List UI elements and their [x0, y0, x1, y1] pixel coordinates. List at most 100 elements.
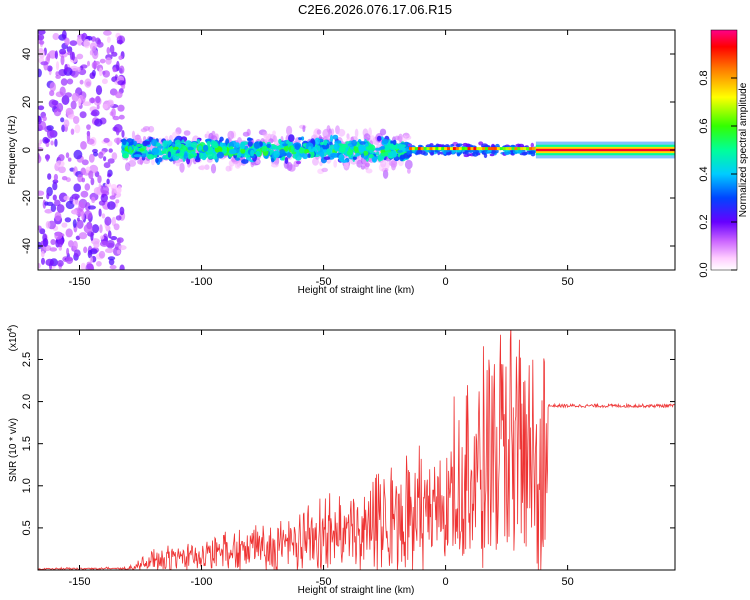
spectrogram-cell [407, 143, 413, 147]
spectrogram-cell [80, 190, 89, 198]
spectrogram-cell [183, 130, 191, 136]
spectrogram-cell [374, 147, 382, 151]
spectrogram-cell [355, 152, 360, 157]
spectrogram-cell [246, 128, 251, 136]
spectrogram-cell [95, 85, 103, 96]
spectrogram-cell [38, 154, 42, 164]
spectrogram-cell [46, 129, 55, 139]
spectrogram-cell [496, 147, 501, 151]
spectrogram-cell [57, 260, 64, 267]
spectrogram-cell [184, 140, 193, 148]
spectrogram-cell [140, 152, 147, 158]
spectrogram-cell [70, 128, 75, 135]
spectrogram-cell [76, 36, 83, 46]
spectrogram-cell [253, 141, 261, 149]
spectrogram-cell [77, 98, 82, 107]
spectrogram-cell [143, 140, 150, 145]
spectrogram-cell [81, 159, 89, 166]
spectrogram-cell [92, 49, 99, 60]
spectrogram-cell [38, 142, 41, 148]
spectrogram-cell [128, 146, 132, 154]
spectrogram-cell [72, 209, 78, 215]
spectrogram-cell [262, 146, 268, 152]
spectrogram-cell [86, 81, 91, 86]
spectrogram-cell [398, 143, 403, 151]
spectrogram-cell [520, 147, 524, 151]
spectrogram-cell [266, 143, 271, 148]
spectrogram-cell [409, 147, 413, 151]
spectrogram-cell [394, 135, 400, 141]
spectrogram-cell [97, 175, 102, 184]
spectrogram-cell [476, 147, 480, 151]
spectrogram-cell [307, 153, 311, 158]
spectrogram-cell [456, 153, 461, 157]
spectrogram-cell [66, 78, 74, 85]
spectrogram-cell [121, 130, 125, 138]
spectrogram-cell [517, 147, 521, 151]
spectrogram-cell [79, 79, 84, 85]
spectrogram-cell [53, 173, 59, 181]
spectrogram-cell [291, 145, 294, 153]
spectrogram-cell [174, 139, 181, 146]
spectrogram-cell [110, 236, 118, 241]
spectrogram-cell [38, 190, 45, 196]
spectrogram-cell [199, 164, 206, 171]
spectrogram-cell [46, 125, 54, 131]
spectrogram-cell [499, 147, 504, 151]
spectrogram-cell [314, 137, 320, 145]
spectrogram-cell [284, 145, 289, 152]
spectrogram-cell [58, 166, 66, 174]
spectrogram-cell [358, 144, 366, 153]
spectrogram-cell [38, 105, 45, 111]
spectrogram-cell [83, 224, 93, 234]
spectrogram-cell [506, 151, 512, 155]
spectrogram-cell [182, 146, 187, 152]
spectrogram-cell [54, 231, 63, 240]
spectrogram-cell [535, 148, 675, 152]
snr-ytick-label: 1.5 [21, 436, 33, 451]
spectrogram-cell [48, 50, 58, 59]
spectrogram-cell [211, 140, 218, 147]
spectrogram-cell [42, 238, 49, 247]
spectrogram-cell [38, 30, 46, 35]
spectrogram-cell [343, 161, 349, 168]
spectrogram-cell [481, 143, 489, 148]
spectrogram-cell [423, 147, 428, 151]
colorbar-ticks: 0.0 0.2 0.4 0.6 0.8 [698, 70, 737, 278]
spectrogram-cell [416, 149, 423, 155]
spectrogram-cell [380, 152, 389, 157]
spectrogram-cell [101, 78, 108, 85]
spectrogram-cell [86, 138, 95, 145]
spectrogram-cell [61, 222, 68, 228]
spectrogram-cell [89, 42, 97, 51]
spectrogram-cell [398, 133, 403, 143]
snr-series-line [38, 330, 675, 570]
spectrogram-cell [479, 147, 483, 151]
spectrogram-cell [61, 124, 66, 133]
spectrogram-cell [124, 147, 128, 152]
figure-title: C2E6.2026.076.17.06.R15 [298, 2, 452, 17]
spectrogram-cell [57, 238, 63, 248]
spectrogram-cell [490, 149, 496, 154]
spectrogram-cell [108, 148, 113, 153]
spectrogram-ticks: -150 -100 -50 0 50 -40 -20 0 20 40 [21, 30, 675, 288]
spectrogram-cell [202, 144, 209, 152]
spectrogram-cell [107, 158, 115, 164]
spectrogram-cell [432, 147, 436, 151]
spectrogram-cell [408, 154, 412, 157]
spectrogram-cell [88, 153, 95, 163]
spectrogram-cell [491, 147, 495, 151]
spectrogram-cell [83, 246, 88, 254]
spectrogram-cell [365, 168, 373, 174]
spectrogram-cell [270, 163, 279, 168]
spectrogram-cell [69, 40, 78, 46]
spectrogram-xtick-label: -150 [68, 276, 90, 288]
spectrogram-cell [103, 162, 111, 169]
spectrogram-cell [364, 162, 371, 168]
spectrogram-cell [94, 118, 103, 127]
spectrogram-cell [63, 195, 70, 201]
spectrogram-cell [381, 138, 389, 144]
spectrogram-cell [235, 157, 241, 161]
spectrogram-cell [50, 204, 57, 212]
spectrogram-cell [325, 134, 329, 141]
